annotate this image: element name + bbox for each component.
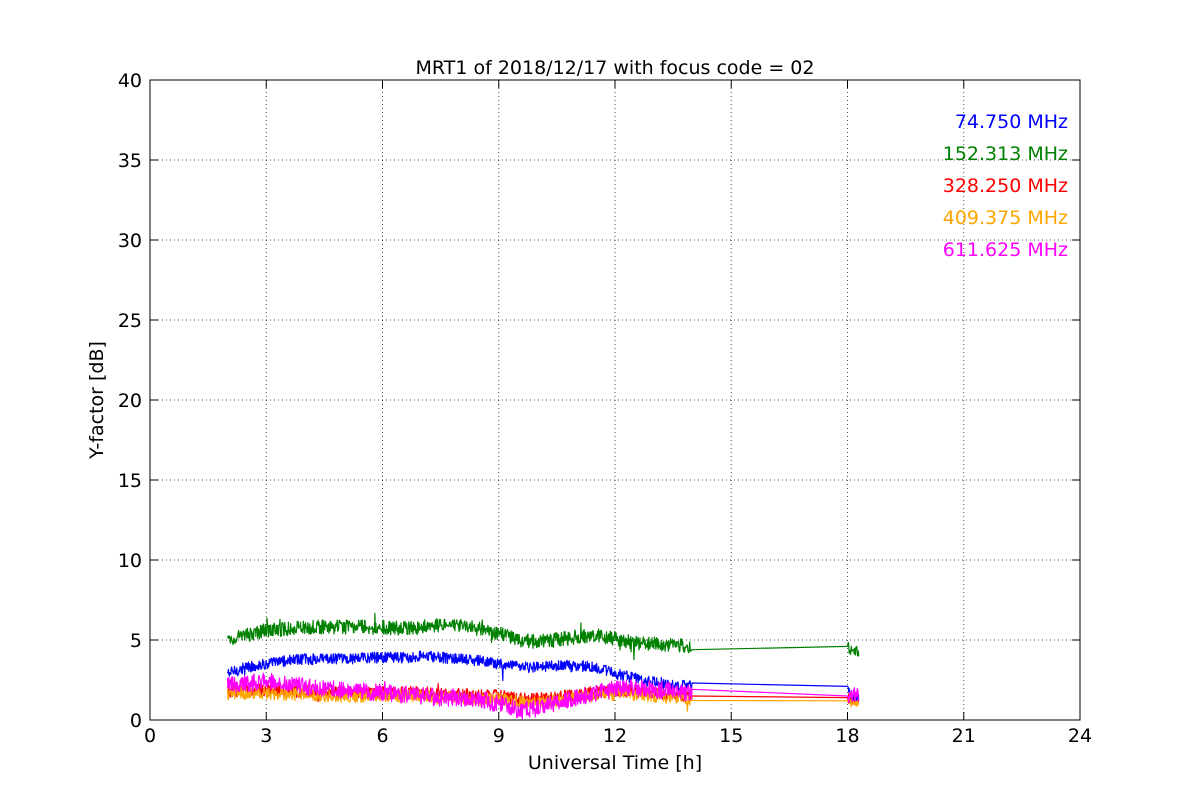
y-tick-label: 40 [118, 70, 142, 92]
x-tick-label: 24 [1068, 725, 1092, 747]
y-tick-label: 10 [118, 550, 142, 572]
x-tick-label: 15 [719, 725, 743, 747]
x-tick-label: 0 [144, 725, 156, 747]
x-axis-label: Universal Time [h] [528, 752, 702, 774]
legend-entry: 152.313 MHz [943, 143, 1068, 165]
x-tick-label: 9 [493, 725, 505, 747]
x-tick-label: 12 [603, 725, 627, 747]
series-line [227, 612, 860, 661]
y-tick-label: 5 [130, 630, 142, 652]
y-axis-label: Y-factor [dB] [86, 341, 108, 460]
legend-entry: 74.750 MHz [955, 111, 1068, 133]
legend-entry: 611.625 MHz [943, 239, 1068, 261]
y-tick-label: 25 [118, 310, 142, 332]
plot-area [226, 612, 860, 720]
y-tick-label: 15 [118, 470, 142, 492]
y-tick-label: 20 [118, 390, 142, 412]
x-axis: 0 3 6 9 12 15 18 21 24 [144, 80, 1092, 747]
series-line [226, 650, 860, 701]
y-axis: 0 5 10 15 20 25 30 35 40 [118, 70, 1080, 732]
grid [150, 80, 1080, 720]
legend-entry: 409.375 MHz [943, 207, 1068, 229]
series-line [226, 672, 860, 720]
x-tick-label: 21 [952, 725, 976, 747]
chart-title: MRT1 of 2018/12/17 with focus code = 02 [416, 57, 815, 79]
y-tick-label: 35 [118, 150, 142, 172]
legend: 74.750 MHz 152.313 MHz 328.250 MHz 409.375 … [943, 111, 1068, 261]
x-tick-label: 18 [835, 725, 859, 747]
y-tick-label: 0 [130, 710, 142, 732]
x-tick-label: 3 [260, 725, 272, 747]
x-tick-label: 6 [376, 725, 388, 747]
y-tick-label: 30 [118, 230, 142, 252]
legend-entry: 328.250 MHz [943, 175, 1068, 197]
